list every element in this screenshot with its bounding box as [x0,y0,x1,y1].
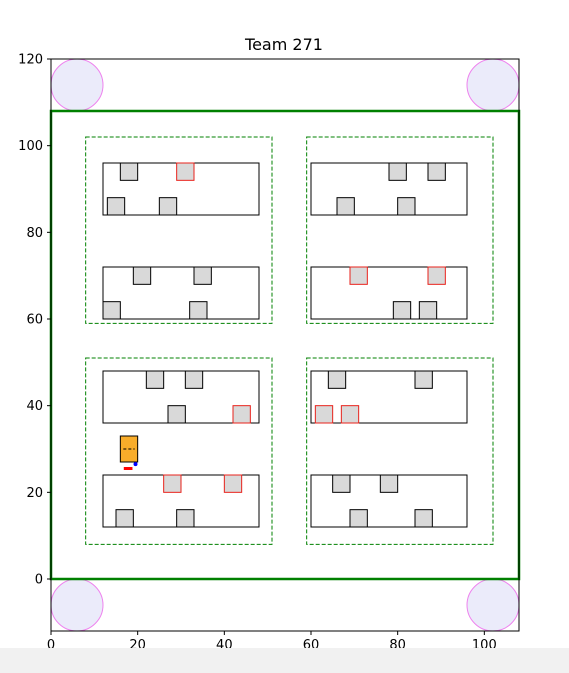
corner-circle-0 [50,58,104,112]
box [418,301,438,320]
zone-3 [306,357,494,545]
box-highlighted [427,266,446,285]
field-boundary [49,109,521,581]
box [158,197,178,216]
box [427,162,446,181]
chart-title: Team 271 [244,35,323,54]
box [336,197,355,216]
robot [119,435,139,470]
box [327,370,347,389]
y-tick-label: 120 [18,53,43,68]
box [176,509,195,528]
y-tick-label: 100 [18,139,43,154]
y-tick-label: 60 [26,313,43,328]
corner-circle-1 [466,58,520,112]
robot-dot [133,462,138,467]
corner-circle-2 [50,578,104,632]
box [414,370,433,389]
box [332,474,351,493]
zones [85,136,494,545]
axes-frame [50,58,520,632]
box-highlighted [314,405,334,424]
box [414,509,433,528]
box [106,197,126,216]
box-highlighted [176,162,195,181]
aisle-2 [102,266,260,320]
aisle-5 [310,370,468,424]
field-rect [49,109,521,581]
x-tick-label: 0 [47,638,55,653]
box [167,405,186,424]
box [193,266,212,285]
zone-1 [306,136,494,324]
corner-circles [50,58,520,632]
box [388,162,407,181]
y-tick-label: 20 [26,486,43,501]
bottom-bar [0,648,569,673]
box [189,301,208,320]
box-highlighted [340,405,360,424]
box [184,370,204,389]
aisle-3 [310,266,468,320]
box-highlighted [223,474,243,493]
box [115,509,134,528]
y-tick-label: 80 [26,226,43,241]
y-tick-label: 40 [26,399,43,414]
box [392,301,412,320]
box-highlighted [349,266,368,285]
box [119,162,139,181]
box-highlighted [232,405,251,424]
box [145,370,165,389]
box-highlighted [163,474,182,493]
box [379,474,399,493]
zone-0 [85,136,273,324]
corner-circle-3 [466,578,520,632]
aisles [102,162,468,528]
zone-2 [85,357,273,545]
y-tick-label: 0 [35,573,43,588]
box [349,509,368,528]
box [132,266,152,285]
box [102,301,121,320]
box [397,197,416,216]
boxes [102,162,446,528]
